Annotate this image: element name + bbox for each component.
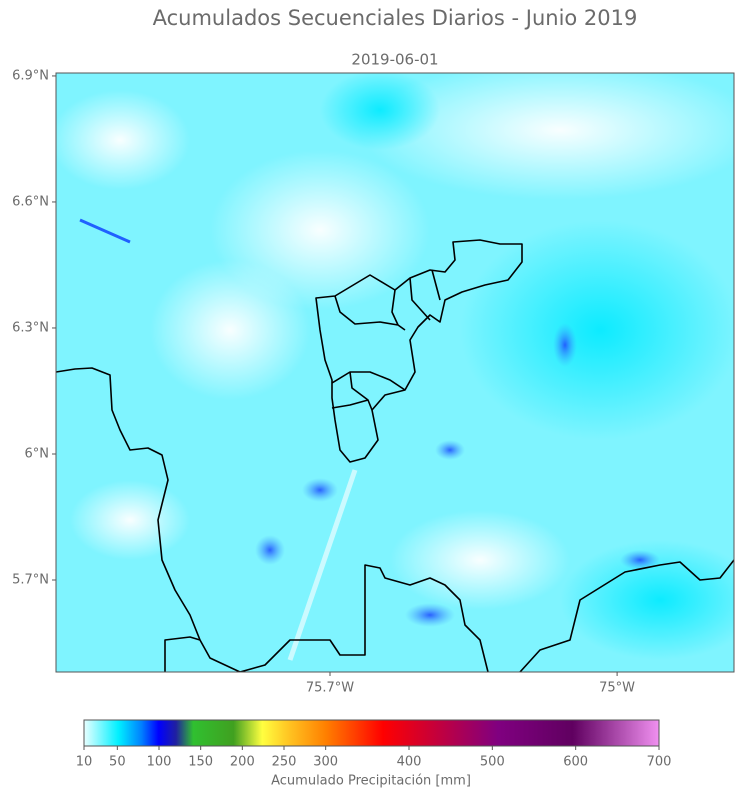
- colorbar-tick-label: 200: [230, 755, 255, 770]
- colorbar-tick-label: 300: [313, 755, 338, 770]
- lat-tick-label: 6.9°N: [12, 68, 49, 83]
- lat-tick-label: 5.7°N: [12, 573, 49, 588]
- colorbar-tick-label: 500: [480, 755, 505, 770]
- colorbar-tick-label: 50: [109, 755, 126, 770]
- colorbar: [83, 719, 660, 747]
- colorbar-tick-label: 250: [272, 755, 297, 770]
- colorbar-tick-label: 100: [147, 755, 172, 770]
- precip-raster: [56, 73, 734, 672]
- lat-tick-label: 6.6°N: [12, 194, 49, 209]
- colorbar-label: Acumulado Precipitación [mm]: [271, 774, 471, 789]
- colorbar-tick-label: 10: [76, 755, 93, 770]
- lon-tick-label: 75°W: [599, 681, 635, 696]
- colorbar-tick-label: 700: [647, 755, 672, 770]
- colorbar-tick-label: 400: [397, 755, 422, 770]
- lat-tick-label: 6°N: [25, 446, 50, 461]
- colorbar-tick-label: 600: [563, 755, 588, 770]
- colorbar-tick-label: 150: [188, 755, 213, 770]
- lon-tick-label: 75.7°W: [306, 681, 354, 696]
- lat-tick-label: 6.3°N: [12, 320, 49, 335]
- map-frame: [55, 72, 735, 673]
- subtitle: 2019-06-01: [351, 51, 438, 69]
- title: Acumulados Secuenciales Diarios - Junio …: [153, 6, 638, 30]
